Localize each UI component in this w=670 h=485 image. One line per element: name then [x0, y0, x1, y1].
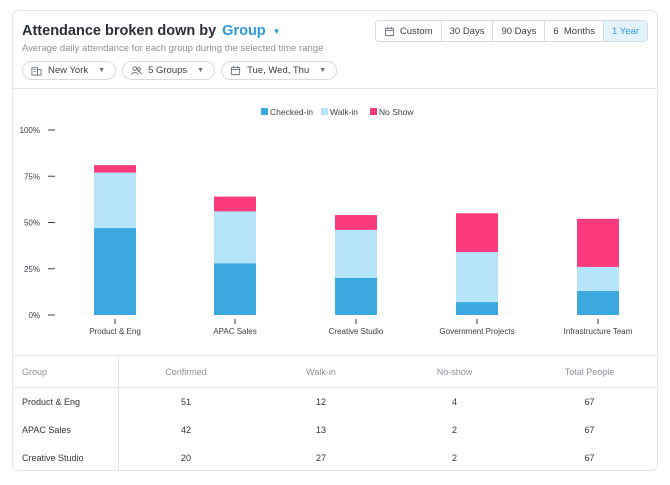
column-header-total-people: Total People — [564, 366, 615, 377]
y-tick-label: 50% — [24, 219, 40, 228]
legend-swatch — [261, 108, 268, 115]
range-30-days-button[interactable]: 30 Days — [441, 21, 494, 41]
cell-confirmed: 51 — [180, 397, 191, 407]
group-selector[interactable]: Group ▼ — [222, 23, 280, 39]
cell-group: APAC Sales — [13, 416, 119, 444]
x-tick-label: Creative Studio — [329, 327, 384, 336]
cell-total-people: 67 — [584, 397, 595, 407]
table-header-row: Group Confirmed Walk-in No-show Total Pe… — [13, 356, 657, 388]
attendance-card: Attendance broken down by Group ▼ Averag… — [12, 10, 658, 471]
bar-segment — [94, 172, 136, 229]
table-row[interactable]: Product & Eng 51 12 4 67 — [13, 388, 657, 416]
cell-no-show: 2 — [451, 425, 457, 435]
filter-bar: New York ▼ 5 Groups ▼ Tue, Wed, Thu ▼ — [22, 61, 338, 80]
column-header-group: Group — [13, 356, 119, 387]
range-label: 6 Months — [553, 25, 596, 37]
building-icon — [31, 65, 42, 76]
table-row[interactable]: APAC Sales 42 13 2 67 — [13, 416, 657, 444]
range-90-days-button[interactable]: 90 Days — [493, 21, 546, 41]
range-6-months-button[interactable]: 6 Months — [545, 21, 605, 41]
range-custom-button[interactable]: Custom — [375, 21, 442, 41]
chevron-down-icon: ▼ — [319, 67, 327, 74]
x-tick-label: Product & Eng — [89, 327, 141, 336]
bar-segment — [456, 213, 498, 253]
y-tick-label: 25% — [24, 265, 40, 274]
x-tick-label: Infrastructure Team — [564, 327, 633, 336]
page-subtitle: Average daily attendance for each group … — [22, 43, 324, 54]
groups-filter[interactable]: 5 Groups ▼ — [122, 61, 216, 80]
cell-group: Product & Eng — [13, 388, 119, 416]
title-row: Attendance broken down by Group ▼ — [22, 23, 281, 39]
range-label: Custom — [399, 25, 433, 37]
range-1-year-button[interactable]: 1 Year — [604, 21, 647, 41]
cell-no-show: 2 — [451, 453, 457, 463]
chevron-down-icon: ▼ — [98, 67, 106, 74]
bar-segment — [94, 165, 136, 173]
cell-walk-in: 12 — [315, 397, 326, 407]
location-filter[interactable]: New York ▼ — [22, 61, 117, 80]
days-filter-label: Tue, Wed, Thu — [247, 65, 310, 76]
column-header-confirmed: Confirmed — [165, 366, 207, 377]
legend-label: Checked-in — [270, 107, 313, 117]
cell-total-people: 67 — [584, 425, 595, 435]
bar-segment — [335, 229, 377, 278]
bar-segment — [214, 263, 256, 315]
bar-segment — [94, 228, 136, 315]
bar-segment — [214, 211, 256, 264]
legend-swatch — [321, 108, 328, 115]
bar-segment — [335, 215, 377, 230]
legend-swatch — [370, 108, 377, 115]
bar-segment — [577, 266, 619, 291]
y-tick-label: 0% — [28, 311, 40, 320]
divider — [13, 88, 657, 89]
chart-svg: Checked-in Walk-in No Show 0% 25% 50% 75% 100% P… — [20, 107, 633, 336]
bar-segment — [577, 218, 619, 267]
attendance-chart: Checked-in Walk-in No Show 0% 25% 50% 75% 100% P… — [13, 89, 657, 354]
bar-segment — [335, 278, 377, 315]
legend-label: Walk-in — [330, 107, 358, 117]
cell-group: Creative Studio — [13, 444, 119, 470]
cell-no-show: 4 — [451, 397, 457, 407]
bar-segment — [214, 196, 256, 212]
bar-segment — [456, 302, 498, 315]
cell-confirmed: 20 — [180, 453, 191, 463]
group-selector-label: Group — [222, 23, 266, 39]
range-label: 90 Days — [501, 25, 537, 37]
calendar-icon — [230, 65, 241, 76]
x-tick-label: APAC Sales — [213, 327, 256, 336]
range-label: 30 Days — [449, 25, 485, 37]
y-tick-label: 75% — [24, 172, 40, 181]
y-tick-label: 100% — [20, 126, 40, 135]
attendance-table: Group Confirmed Walk-in No-show Total Pe… — [13, 355, 657, 470]
page-title: Attendance broken down by — [22, 23, 217, 39]
cell-walk-in: 13 — [315, 425, 326, 435]
calendar-icon — [384, 26, 395, 37]
column-header-no-show: No-show — [436, 366, 473, 377]
range-label: 1 Year — [612, 25, 639, 37]
column-header-walk-in: Walk-in — [306, 366, 336, 377]
chevron-down-icon: ▼ — [197, 67, 205, 74]
table-row[interactable]: Creative Studio 20 27 2 67 — [13, 444, 657, 470]
cell-confirmed: 42 — [180, 425, 191, 435]
people-icon — [131, 65, 142, 76]
legend-label: No Show — [379, 107, 414, 117]
bar-segment — [456, 252, 498, 303]
x-tick-label: Government Projects — [439, 327, 514, 336]
caret-down-icon: ▼ — [272, 26, 281, 36]
time-range-selector: Custom 30 Days 90 Days 6 Months 1 Year — [374, 20, 648, 42]
groups-filter-label: 5 Groups — [148, 65, 188, 76]
days-filter[interactable]: Tue, Wed, Thu ▼ — [221, 61, 338, 80]
cell-walk-in: 27 — [315, 453, 326, 463]
location-filter-label: New York — [48, 65, 89, 76]
cell-total-people: 67 — [584, 453, 595, 463]
bar-segment — [577, 290, 619, 315]
